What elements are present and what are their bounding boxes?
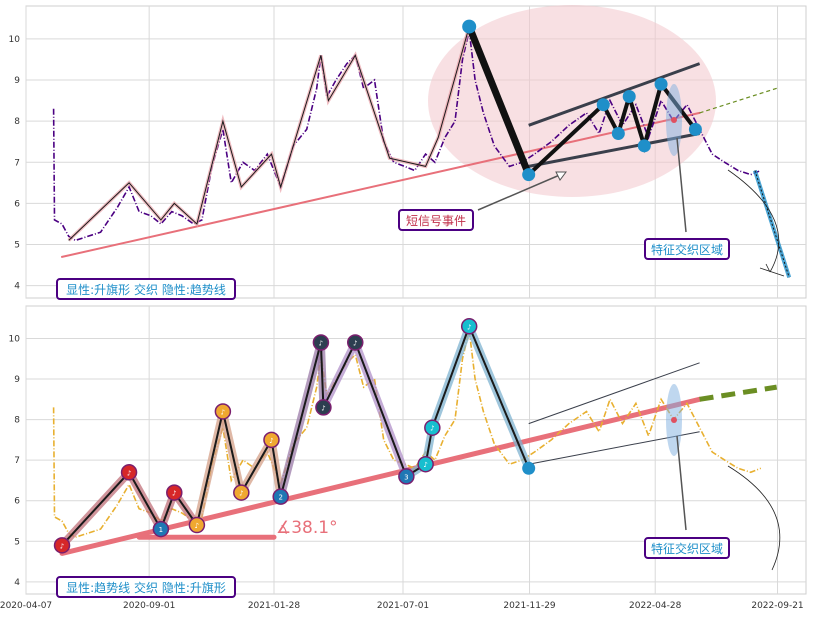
top-trend-line [61,111,701,258]
zigzag-marker [417,455,434,473]
angle-label: ∡38.1° [276,518,338,538]
zigzag-marker-label: ♪ [423,461,427,469]
crossing-zone-arrow [676,137,687,233]
zigzag-marker [424,419,441,436]
bottom-y-tick-label: 8 [14,416,20,426]
zigzag-marker [120,464,138,481]
zigzag-marker-label: ♪ [467,323,471,331]
zigzag-marker [233,484,250,501]
pattern-end-point [522,461,536,475]
pattern-point [522,168,536,182]
zigzag-marker-label: 1 [159,526,163,534]
bottom-y-tick-label: 4 [14,578,20,588]
zigzag-marker-label: ♪ [239,490,243,498]
zigzag-marker [166,484,183,501]
x-tick-label: 2021-11-29 [503,601,556,611]
zigzag-marker [347,334,364,351]
bottom-pattern-label: 显性:趋势线 交织 隐性:升旗形 [66,580,226,595]
zigzag-marker [263,431,280,449]
bottom-pattern-label-box [56,576,236,598]
short-signal-arrow [477,173,563,211]
zigzag-marker-label: ♪ [60,542,64,550]
zigzag-marker-label: ♪ [127,469,131,477]
forecast-arc [727,169,780,273]
zigzag-marker-label: ♪ [319,340,323,348]
bottom-forecast-arc [727,465,781,571]
forecast-arrowhead [759,263,785,277]
zigzag-marker-label: ♪ [269,437,273,445]
top-crossing-zone-label: 特征交织区域 [651,242,723,257]
top-channel-upper [528,62,701,127]
bottom-y-tick-label: 6 [14,497,20,507]
top-y-tick-label: 10 [9,35,21,45]
bottom-y-tick-label: 9 [14,375,20,385]
x-tick-label: 2020-04-07 [0,601,52,611]
short-signal-box [398,209,474,231]
bottom-crossing-zone-box [644,537,730,559]
zigzag-marker [188,516,206,534]
pattern-point [462,19,477,34]
zigzag-marker-label: ♪ [321,404,325,412]
pattern-point [596,98,610,112]
zigzag-marker [272,488,289,505]
zigzag-marker-label: ♪ [353,340,357,348]
bottom-crossing-zone-point [671,417,677,423]
bottom-y-tick-label: 10 [9,334,21,344]
pattern-point [637,139,651,153]
zigzag-marker [214,403,232,420]
zigzag-marker-label: ♪ [172,490,176,498]
x-tick-label: 2021-01-28 [248,601,301,611]
zigzag-marker-label: 3 [404,473,408,481]
bottom-crossing-zone-arrow [676,435,687,531]
bottom-y-tick-label: 7 [14,456,20,466]
pattern-point [688,122,702,136]
top-pattern-label-box [56,278,236,300]
x-tick-label: 2022-04-28 [629,601,682,611]
zigzag-marker [312,334,330,351]
zigzag-marker-label: 2 [278,494,282,502]
top-y-tick-label: 9 [14,76,20,86]
zigzag-marker [460,318,478,335]
bottom-crossing-zone-label: 特征交织区域 [651,541,723,556]
top-zigzag [68,26,470,241]
zigzag-marker [315,399,332,416]
zigzag-marker [398,468,415,485]
x-tick-label: 2021-07-01 [377,601,429,611]
pattern-point [622,89,636,103]
pattern-point [611,126,625,140]
top-y-tick-label: 4 [14,282,20,292]
top-pattern-label: 显性:升旗形 交织 隐性:趋势线 [66,282,226,297]
zigzag-marker-label: ♪ [221,408,225,416]
zigzag-marker [152,520,170,538]
pattern-point [654,77,668,91]
bottom-trend-extension [699,384,778,402]
top-y-tick-label: 8 [14,117,20,127]
top-crossing-zone-box [644,238,730,260]
zigzag-marker-label: ♪ [195,522,199,530]
short-signal-arrowhead [555,171,567,181]
bottom-channel-upper [528,362,700,425]
short-signal-label: 短信号事件 [406,214,466,228]
x-tick-label: 2022-09-21 [751,601,803,611]
zigzag-marker-label: ♪ [430,425,434,433]
top-y-tick-label: 6 [14,199,20,209]
zigzag-marker [53,537,71,554]
top-y-tick-label: 5 [14,241,20,251]
top-y-tick-label: 7 [14,158,20,168]
pattern-pole [465,25,532,176]
crossing-zone-point [671,117,677,123]
forecast-line-core [754,170,790,278]
x-tick-label: 2020-09-01 [123,601,175,611]
bottom-y-tick-label: 5 [14,537,20,547]
